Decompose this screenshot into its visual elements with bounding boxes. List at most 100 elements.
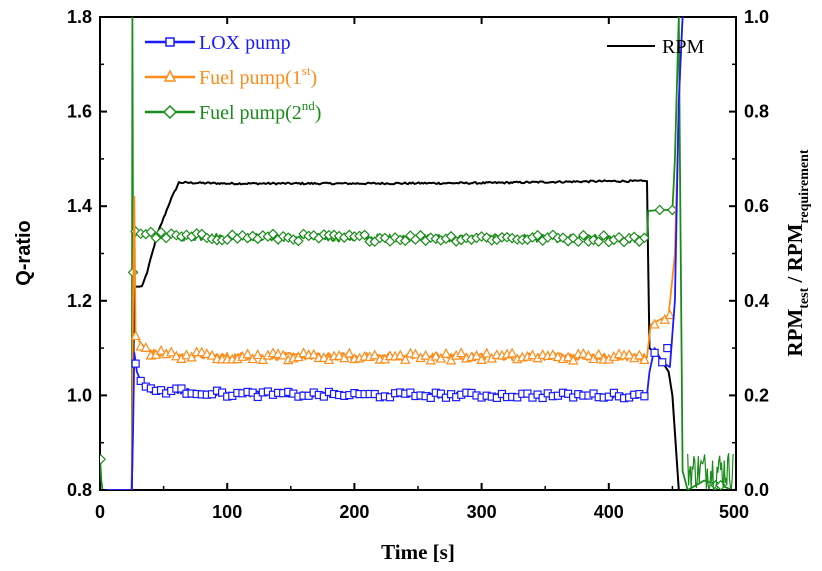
marker-triangle <box>333 350 345 360</box>
legend-entry-fuel2: Fuel pump(2nd) <box>145 98 321 124</box>
legend-label-rpm: RPM <box>662 36 704 58</box>
marker-triangle <box>318 352 330 362</box>
legend-marker-triangle <box>163 69 177 82</box>
series-layer <box>100 17 736 490</box>
marker-diamond <box>547 229 559 241</box>
marker-diamond <box>181 229 192 241</box>
marker-triangle <box>181 349 192 360</box>
legend-marker-square <box>165 37 175 47</box>
marker-triangle <box>471 350 482 360</box>
legend-entry-lox: LOX pump <box>145 32 291 54</box>
marker-diamond <box>572 236 584 248</box>
x-axis-title: Time [s] <box>381 540 455 564</box>
marker-triangle <box>166 346 177 357</box>
marker-triangle <box>277 349 289 360</box>
marker-triangle <box>456 347 467 358</box>
marker-diamond <box>557 232 569 244</box>
marker-diamond <box>445 230 457 242</box>
y-left-tick-label: 1.2 <box>67 291 92 311</box>
marker-diamond <box>578 229 589 241</box>
marker-square <box>663 344 672 353</box>
marker-triangle <box>476 354 487 364</box>
marker-triangle <box>394 349 406 360</box>
y-left-tick-label: 1.8 <box>67 7 92 27</box>
marker-diamond <box>481 232 493 243</box>
series-line-3 <box>100 179 736 490</box>
marker-triangle <box>252 349 263 360</box>
marker-square <box>658 358 667 367</box>
marker-triangle <box>634 349 645 360</box>
marker-triangle <box>593 348 604 359</box>
y-right-tick-label: 1.0 <box>744 7 769 27</box>
y-left-tick-label: 1.0 <box>67 385 92 405</box>
marker-square <box>538 393 547 403</box>
y-right-tick-label: 0.2 <box>744 385 769 405</box>
marker-diamond <box>532 229 543 241</box>
y-right-tick-label: 0.4 <box>744 291 769 311</box>
marker-triangle <box>155 344 167 355</box>
marker-triangle <box>298 347 309 358</box>
marker-diamond <box>196 228 208 240</box>
x-tick-labels: 0 100 200 300 400 500 <box>95 502 749 522</box>
legend-label-fuel2: Fuel pump(2nd) <box>199 98 321 124</box>
marker-triangle <box>344 347 355 358</box>
series-noise-tail <box>687 453 734 490</box>
marker-diamond <box>293 235 304 247</box>
y-left-tick-label: 1.6 <box>67 102 92 122</box>
marker-triangle <box>430 350 442 361</box>
marker-triangle <box>186 351 197 362</box>
marker-triangle <box>140 342 151 352</box>
marker-diamond <box>415 229 426 241</box>
marker-diamond <box>359 229 370 241</box>
marker-diamond <box>598 230 610 241</box>
marker-triangle <box>552 351 564 362</box>
marker-square <box>650 348 659 357</box>
marker-diamond <box>399 235 411 247</box>
x-tick-label: 0 <box>95 502 105 522</box>
marker-square <box>319 392 328 401</box>
x-tick-label: 200 <box>339 502 369 522</box>
marker-triangle <box>339 352 350 363</box>
marker-triangle <box>547 349 559 360</box>
marker-triangle <box>562 351 574 362</box>
legend-marker-diamond <box>162 104 178 120</box>
marker-triangle <box>400 354 411 364</box>
marker-diamond <box>639 232 650 244</box>
marker-triangle <box>410 348 421 359</box>
y-right-tick-label: 0.0 <box>744 480 769 500</box>
marker-triangle <box>481 347 492 358</box>
legend-label-fuel1: Fuel pump(1st) <box>199 63 317 89</box>
marker-triangle <box>567 354 579 365</box>
x-tick-label: 400 <box>594 502 624 522</box>
marker-triangle <box>196 346 207 357</box>
y-right-axis-title: RPMtest / RPMrequirement <box>783 149 812 356</box>
marker-triangle <box>649 318 660 329</box>
marker-triangle <box>664 309 676 320</box>
marker-triangle <box>206 349 218 360</box>
marker-triangle <box>242 348 253 359</box>
marker-diamond <box>221 234 233 246</box>
marker-square <box>248 388 257 397</box>
marker-diamond <box>155 226 167 238</box>
marker-triangle <box>583 349 594 360</box>
marker-diamond <box>379 232 391 244</box>
marker-triangle <box>623 349 635 359</box>
legend: LOX pump Fuel pump(1st) Fuel pump(2nd) <box>145 32 321 124</box>
marker-diamond <box>145 226 157 238</box>
marker-triangle <box>578 348 589 358</box>
x-tick-label: 500 <box>719 502 749 522</box>
marker-triangle <box>420 349 431 360</box>
marker-diamond <box>100 453 106 465</box>
marker-triangle <box>130 330 141 341</box>
marker-diamond <box>654 204 666 216</box>
ticks-layer <box>99 16 737 491</box>
marker-square <box>253 392 262 402</box>
marker-square <box>426 393 435 403</box>
marker-triangle <box>506 347 518 358</box>
y-left-tick-label: 0.8 <box>67 480 92 500</box>
legend-rpm: RPM <box>607 36 704 58</box>
marker-diamond <box>267 228 279 240</box>
marker-diamond <box>593 236 604 248</box>
x-tick-label: 300 <box>467 502 497 522</box>
